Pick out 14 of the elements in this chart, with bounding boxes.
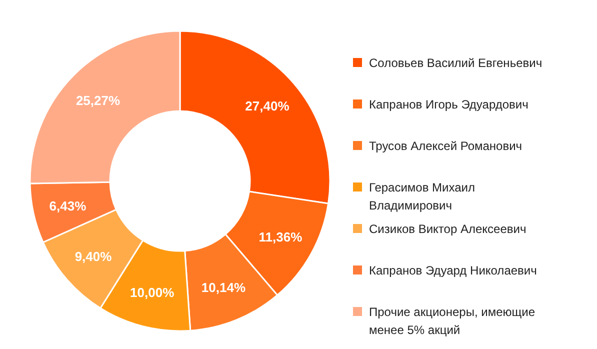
legend-label: Герасимов Михаил Владимирович <box>369 180 475 212</box>
data-label: 27,40% <box>245 98 290 114</box>
legend-label: Капранов Эдуард Николаевич <box>369 264 537 278</box>
data-label: 6,43% <box>49 198 87 214</box>
legend-label: Прочие акционеры, имеющие менее 5% акций <box>369 305 536 337</box>
data-label: 25,27% <box>76 92 120 108</box>
legend-label: Капранов Игорь Эдуардович <box>369 98 528 112</box>
legend-label: Соловьев Василий Евгеньевич <box>369 56 542 70</box>
legend-label: Сизиков Виктор Алексеевич <box>369 222 526 236</box>
data-label: 9,40% <box>74 249 112 264</box>
data-label: 11,36% <box>258 229 303 244</box>
legend-label: Трусов Алексей Романович <box>369 139 522 153</box>
data-label: 10,14% <box>201 280 246 295</box>
data-label: 10,00% <box>130 285 175 300</box>
